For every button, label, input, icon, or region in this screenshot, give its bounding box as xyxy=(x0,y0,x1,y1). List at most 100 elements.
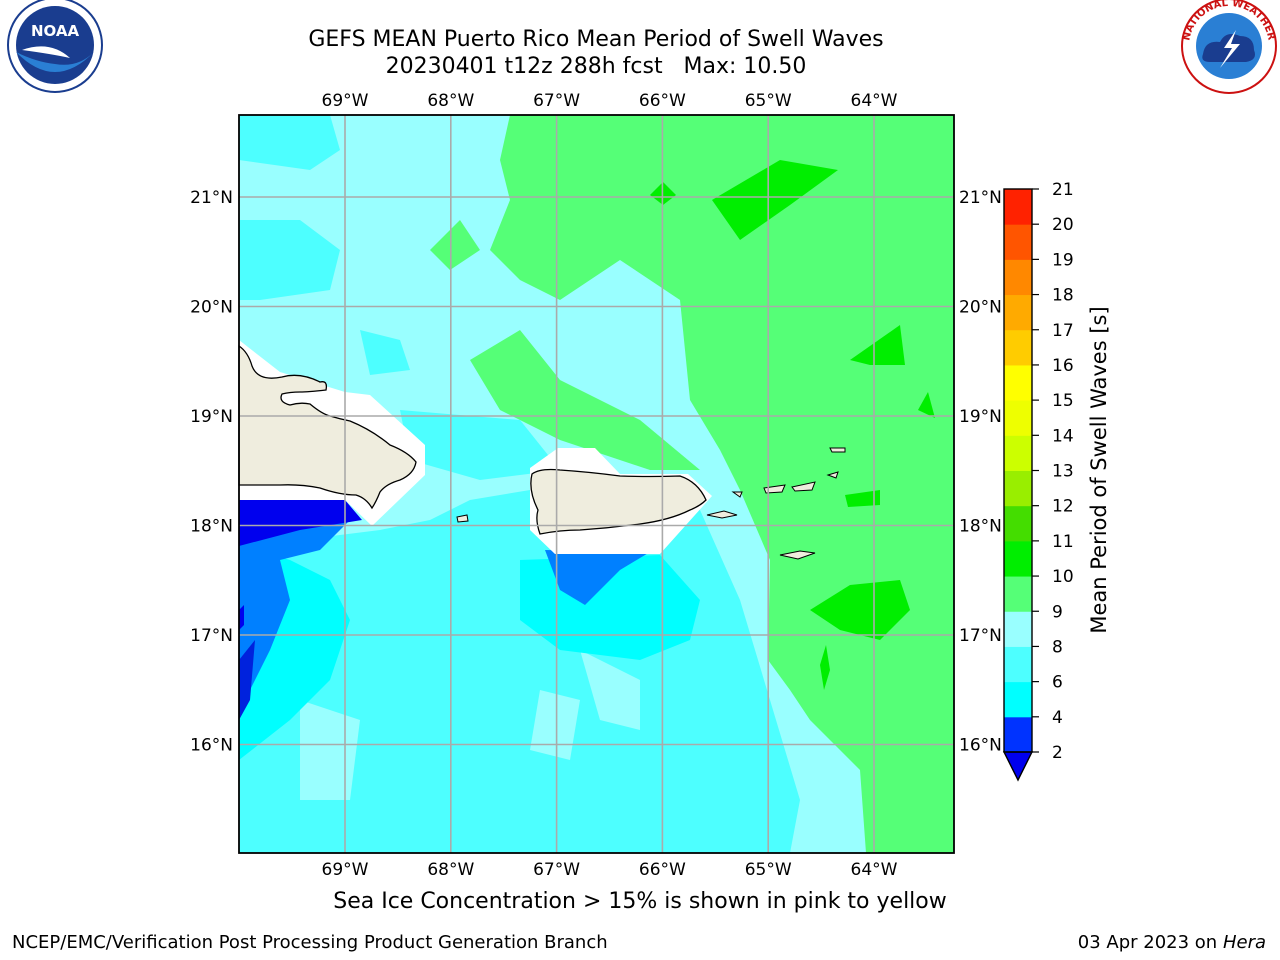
lat-label-right: 16°N xyxy=(959,736,1002,756)
lon-label-top: 66°W xyxy=(639,91,686,111)
lat-label-left: 19°N xyxy=(190,407,233,427)
anegada-island xyxy=(826,471,839,479)
lon-label-bottom: 68°W xyxy=(427,860,474,880)
noaa-logo-text: NOAA xyxy=(31,22,80,40)
colorbar-segment xyxy=(1004,681,1032,718)
colorbar-segment xyxy=(1004,189,1032,225)
colorbar xyxy=(1002,188,1034,782)
hispaniola-land xyxy=(238,344,417,510)
colorbar-segment xyxy=(1004,294,1032,331)
colorbar-tick-label: 13 xyxy=(1052,462,1074,482)
colorbar-segment xyxy=(1004,505,1032,542)
colorbar-tick-label: 17 xyxy=(1052,321,1074,341)
lat-labels-left: 21°N 20°N 19°N 18°N 17°N 16°N xyxy=(190,188,233,756)
credit-date-text: 03 Apr 2023 on xyxy=(1077,932,1223,953)
colorbar-segment xyxy=(1004,576,1032,612)
lon-label-top: 67°W xyxy=(533,91,580,111)
lon-label-top: 68°W xyxy=(427,91,474,111)
sea-ice-note: Sea Ice Concentration > 15% is shown in … xyxy=(333,889,947,914)
colorbar-segment xyxy=(1004,716,1032,753)
lat-label-right: 19°N xyxy=(959,407,1002,427)
colorbar-segment xyxy=(1004,540,1032,577)
credit-host: Hera xyxy=(1222,932,1266,953)
colorbar-tick-label: 14 xyxy=(1052,426,1074,446)
colorbar-under-triangle xyxy=(1002,751,1034,782)
colorbar-segment xyxy=(1004,646,1032,683)
swell-9-10-region xyxy=(490,115,954,853)
swell-9-10-patch xyxy=(470,330,700,470)
page-title: GEFS MEAN Puerto Rico Mean Period of Swe… xyxy=(308,27,884,52)
colorbar-segment xyxy=(1004,611,1032,647)
swell-9-10-patch xyxy=(430,220,480,270)
colorbar-tick-label: 10 xyxy=(1052,567,1074,587)
colorbar-tick-label: 8 xyxy=(1052,637,1063,657)
lon-labels-bottom: 69°W 68°W 67°W 66°W 65°W 64°W xyxy=(322,860,898,880)
credit-branch: NCEP/EMC/Verification Post Processing Pr… xyxy=(12,932,608,953)
colorbar-segment xyxy=(1004,224,1032,260)
culebra-island xyxy=(731,491,743,498)
credit-date: 03 Apr 2023 on Hera xyxy=(1078,932,1266,953)
swell-8-9-patch xyxy=(530,690,580,760)
lat-label-left: 16°N xyxy=(190,736,233,756)
colorbar-tick-label: 20 xyxy=(1052,215,1074,235)
colorbar-title: Mean Period of Swell Waves [s] xyxy=(1087,306,1111,633)
swell-2-4-region xyxy=(545,550,650,605)
swell-10-11-patch xyxy=(850,325,905,365)
colorbar-tick-label: 4 xyxy=(1052,708,1063,728)
colorbar-tick-label: 18 xyxy=(1052,286,1074,306)
colorbar-tick-label: 15 xyxy=(1052,391,1074,411)
virgin-islands xyxy=(791,481,816,492)
colorbar-segment xyxy=(1004,400,1032,436)
colorbar-segment xyxy=(1004,470,1032,507)
swell-under-2-region xyxy=(239,640,255,720)
colorbar-tick-label: 2 xyxy=(1052,743,1063,763)
lon-label-bottom: 66°W xyxy=(639,860,686,880)
swell-10-11-patch xyxy=(845,490,880,507)
swell-10-11-patch xyxy=(820,645,830,690)
colorbar-tick-label: 11 xyxy=(1052,532,1074,552)
lat-label-left: 20°N xyxy=(190,298,233,318)
title-block: GEFS MEAN Puerto Rico Mean Period of Swe… xyxy=(236,26,956,80)
lon-label-bottom: 67°W xyxy=(533,860,580,880)
colorbar-tick-label: 19 xyxy=(1052,250,1074,270)
lon-label-top: 69°W xyxy=(322,91,369,111)
vieques-island xyxy=(706,510,738,519)
lon-labels-top: 69°W 68°W 67°W 66°W 65°W 64°W xyxy=(322,91,898,111)
swell-under-2-region xyxy=(239,605,244,630)
swell-10-11-patch xyxy=(918,392,935,418)
map-frame xyxy=(238,114,955,854)
lon-label-top: 64°W xyxy=(851,91,898,111)
lon-label-bottom: 64°W xyxy=(851,860,898,880)
swell-8-9-patch xyxy=(580,650,640,730)
colorbar-segment xyxy=(1004,329,1032,366)
lat-label-left: 21°N xyxy=(190,188,233,208)
lat-label-left: 18°N xyxy=(190,517,233,537)
swell-6-8-patch xyxy=(239,220,340,300)
anegada-island xyxy=(829,447,846,453)
colorbar-tick-label: 6 xyxy=(1052,673,1063,693)
lon-label-bottom: 69°W xyxy=(322,860,369,880)
colorbar-segment xyxy=(1004,364,1032,401)
swell-6-8-patch xyxy=(400,410,560,480)
virgin-islands xyxy=(763,484,786,494)
lat-labels-right: 21°N 20°N 19°N 18°N 17°N 16°N xyxy=(959,188,1002,756)
lat-label-right: 17°N xyxy=(959,626,1002,646)
map-area xyxy=(238,114,955,854)
noaa-logo: NOAA xyxy=(7,0,103,93)
colorbar-tick-label: 16 xyxy=(1052,356,1074,376)
page-subtitle: 20230401 t12z 288h fcst Max: 10.50 xyxy=(385,54,807,79)
gridlines xyxy=(239,115,954,853)
swell-under-2-region xyxy=(239,500,362,546)
lon-label-top: 65°W xyxy=(745,91,792,111)
swell-6-8-patch xyxy=(360,330,410,375)
swell-2-4-region xyxy=(239,520,350,720)
colorbar-tick-labels: 2 4 6 8 9 10 11 12 13 14 15 16 17 18 19 20 21 xyxy=(1032,180,1074,763)
swell-6-8-patch xyxy=(239,115,340,170)
lat-label-left: 17°N xyxy=(190,626,233,646)
colorbar-segment xyxy=(1004,435,1032,471)
colorbar-tick-label: 9 xyxy=(1052,602,1063,622)
lat-label-right: 21°N xyxy=(959,188,1002,208)
lon-label-bottom: 65°W xyxy=(745,860,792,880)
colorbar-segment xyxy=(1004,259,1032,296)
